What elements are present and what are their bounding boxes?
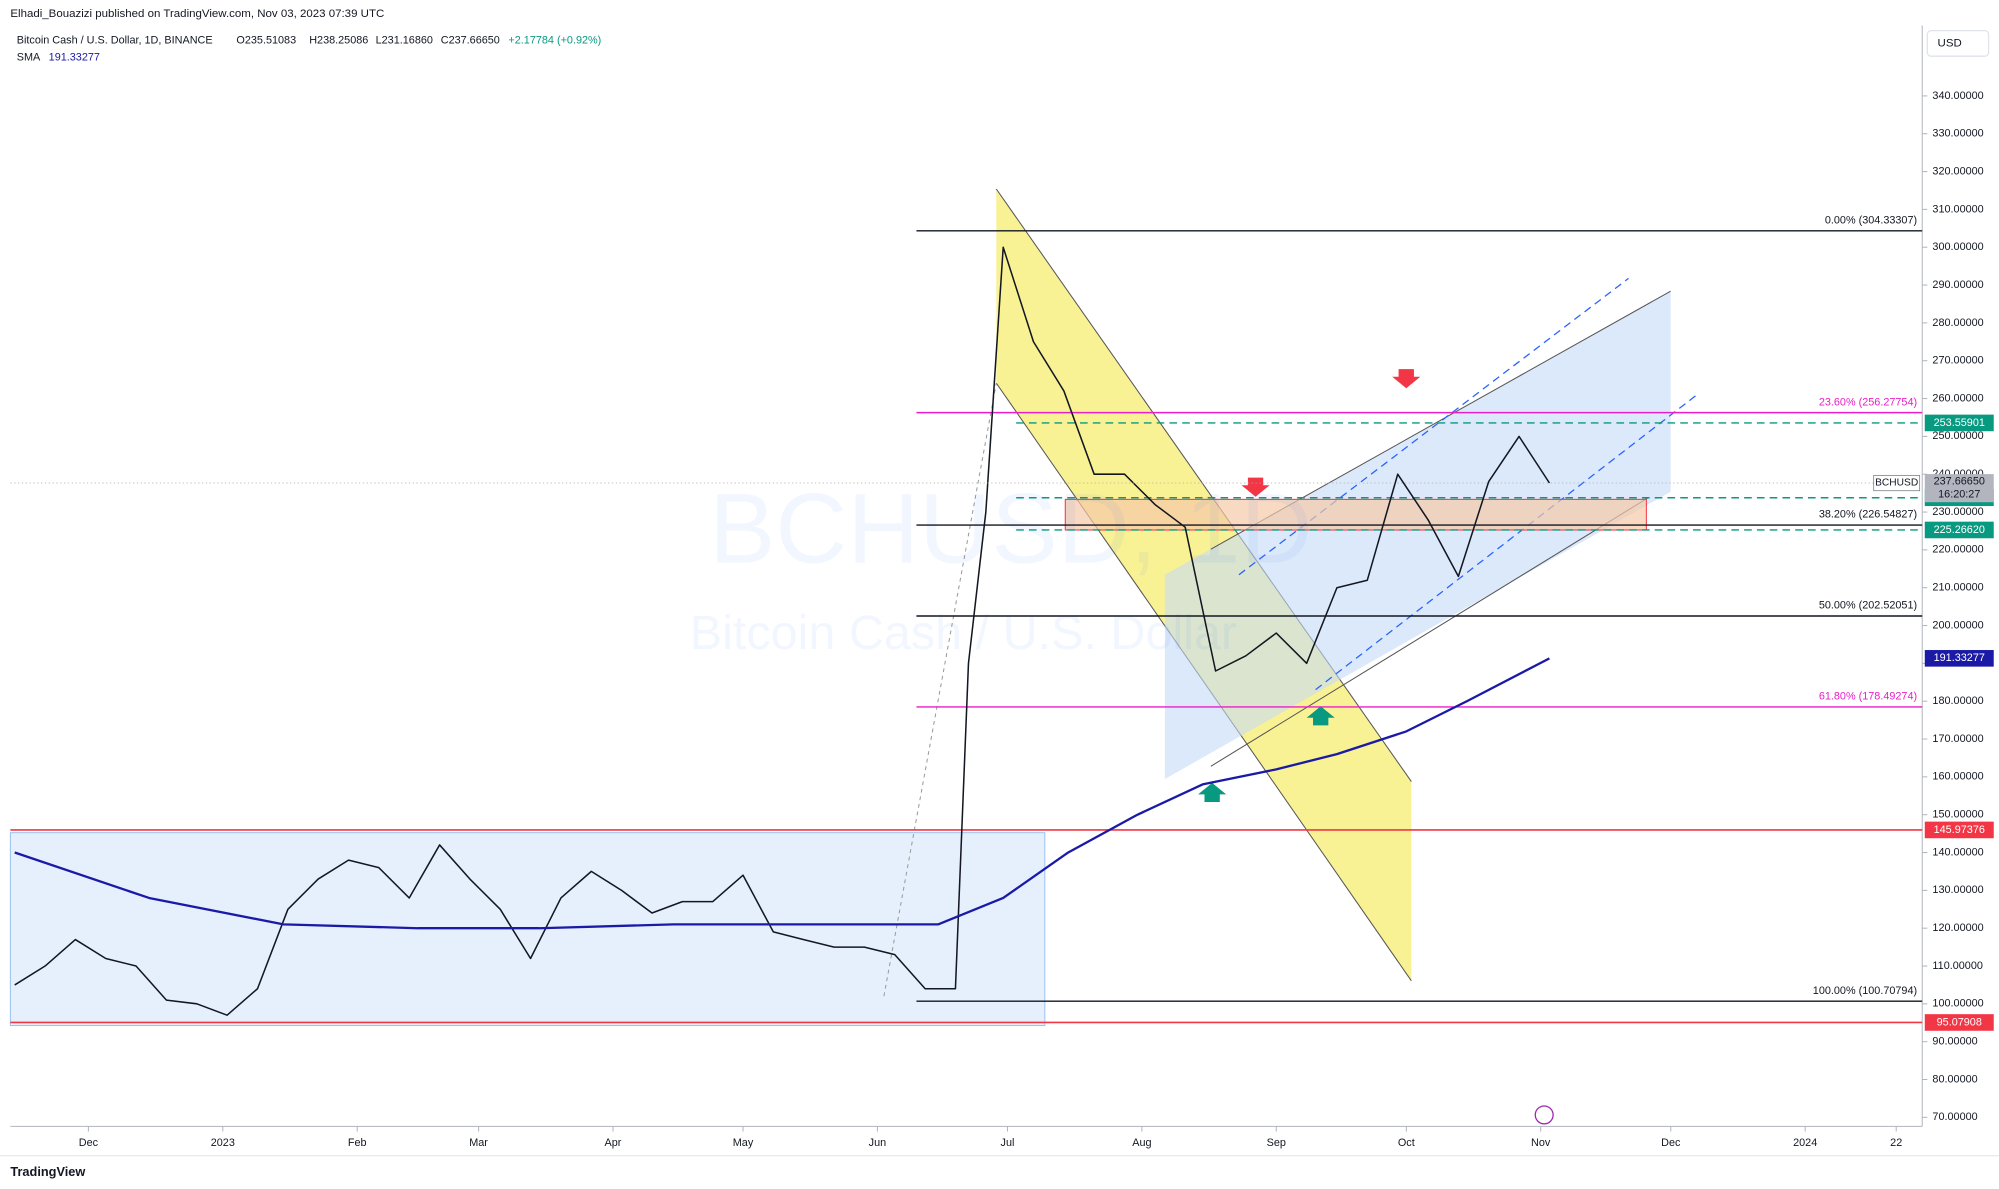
arrow-up	[1306, 706, 1335, 726]
x-tick-label: Apr	[605, 1137, 622, 1149]
dashed-trend	[1315, 392, 1700, 691]
ohlc-open: O235.51083	[236, 35, 296, 47]
price-tag	[1924, 821, 1994, 839]
ohlc-low: L231.16860	[376, 35, 433, 47]
price-tag-label: 95.07908	[1937, 1016, 1982, 1028]
currency-box	[1926, 30, 1990, 57]
currency: USD	[1938, 37, 1962, 49]
x-tick-label: May	[733, 1137, 754, 1149]
arrow-down	[1392, 369, 1421, 389]
symbol: Bitcoin Cash / U.S. Dollar, 1D, BINANCE	[17, 35, 213, 47]
y-tick-label: 150.00000	[1932, 809, 1983, 821]
y-tick-label: 220.00000	[1932, 544, 1983, 556]
channel-line	[1210, 497, 1648, 767]
y-tick-label: 290.00000	[1932, 279, 1983, 291]
fib-label: 23.60% (256.27754)	[1819, 396, 1917, 408]
countdown: 16:20:27	[1938, 488, 1980, 500]
y-tick-label: 270.00000	[1932, 355, 1983, 367]
sma-title: SMA	[17, 51, 41, 63]
x-tick-label: Feb	[348, 1137, 367, 1149]
fib-label: 38.20% (226.54827)	[1819, 509, 1917, 521]
x-tick-label: Dec	[1661, 1137, 1681, 1149]
last-price-tag	[1924, 474, 1994, 503]
y-tick-label: 110.00000	[1932, 960, 1982, 972]
channel-line	[995, 188, 1412, 782]
y-tick-label: 250.00000	[1932, 430, 1983, 442]
watermark-symbol: BCHUSD, 1D	[709, 474, 1312, 585]
published: Elhadi_Bouazizi published on TradingView…	[10, 8, 384, 20]
price-tag-label: 145.97376	[1934, 824, 1985, 836]
x-tick-label: Sep	[1267, 1137, 1286, 1149]
y-tick-label: 100.00000	[1932, 998, 1983, 1010]
arrow-down	[1241, 477, 1270, 497]
event-icon	[1534, 1105, 1554, 1125]
x-tick-label: Aug	[1132, 1137, 1151, 1149]
y-tick-label: 170.00000	[1932, 733, 1983, 745]
y-tick-label: 260.00000	[1932, 392, 1983, 404]
y-tick-label: 240.00000	[1932, 468, 1983, 480]
y-tick-label: 300.00000	[1932, 241, 1983, 253]
sma-line	[14, 657, 1550, 930]
x-tick-label: 2023	[211, 1137, 235, 1149]
price-tag-label: 253.55901	[1934, 417, 1985, 429]
arrow-up	[1198, 782, 1227, 803]
last-price-label: 237.66650	[1934, 476, 1985, 488]
y-tick-label: 80.00000	[1932, 1073, 1977, 1085]
y-tick-label: 160.00000	[1932, 771, 1983, 783]
y-tick-label: 320.00000	[1932, 165, 1983, 177]
ohlc-high: H238.25086	[309, 35, 368, 47]
price-tag	[1924, 1014, 1994, 1031]
ohlc-change: +2.17784 (+0.92%)	[508, 35, 601, 47]
y-tick-label: 200.00000	[1932, 619, 1983, 631]
brand: TradingView	[10, 1164, 85, 1179]
fib-label: 100.00% (100.70794)	[1813, 985, 1917, 997]
symbol-tag-label: BCHUSD	[1875, 478, 1918, 489]
price-tag	[1924, 414, 1994, 432]
x-tick-label: 2024	[1793, 1137, 1817, 1149]
x-tick-label: 22	[1890, 1137, 1902, 1149]
y-tick-label: 140.00000	[1932, 846, 1983, 858]
price-tag	[1924, 521, 1994, 539]
x-tick-label: Dec	[79, 1137, 99, 1149]
y-tick-label: 120.00000	[1932, 922, 1983, 934]
fib-label: 0.00% (304.33307)	[1825, 214, 1917, 226]
y-tick-label: 90.00000	[1932, 1036, 1977, 1048]
fib-label: 50.00% (202.52051)	[1819, 600, 1917, 612]
x-tick-label: Jun	[869, 1137, 886, 1149]
x-tick-label: Nov	[1531, 1137, 1551, 1149]
y-tick-label: 70.00000	[1932, 1111, 1977, 1123]
y-tick-label: 130.00000	[1932, 884, 1983, 896]
watermark-name: Bitcoin Cash / U.S. Dollar	[690, 606, 1237, 660]
ohlc-close: C237.66650	[441, 35, 500, 47]
symbol-tag	[1873, 474, 1921, 492]
y-tick-label: 230.00000	[1932, 506, 1983, 518]
sma-tag	[1924, 650, 1994, 667]
y-tick-label: 310.00000	[1932, 203, 1983, 215]
y-tick-label: 340.00000	[1932, 90, 1983, 102]
sma-value: 191.33277	[49, 51, 100, 63]
y-tick-label: 280.00000	[1932, 317, 1983, 329]
price-line	[14, 246, 1551, 1016]
price-tag-label: 225.26620	[1934, 524, 1985, 536]
x-tick-label: Oct	[1398, 1137, 1415, 1149]
sma-tag-label: 191.33277	[1934, 652, 1985, 664]
y-tick-label: 330.00000	[1932, 128, 1983, 140]
x-tick-label: Mar	[469, 1137, 488, 1149]
x-tick-label: Jul	[1001, 1137, 1015, 1149]
y-tick-label: 210.00000	[1932, 582, 1983, 594]
y-tick-label: 180.00000	[1932, 695, 1983, 707]
fib-label: 61.80% (178.49274)	[1819, 691, 1917, 703]
